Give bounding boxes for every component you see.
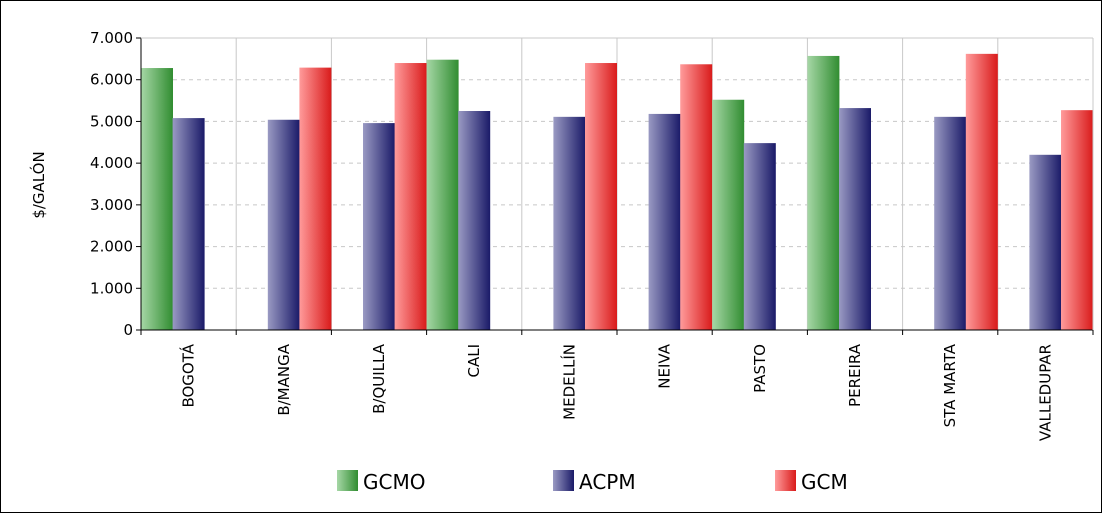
x-category-label: PASTO	[751, 344, 769, 393]
bar-gcm-8	[965, 53, 998, 330]
y-tick-labels: 0 1.000 2.000 3.000 4.000 5.000 6.000 7.000	[90, 29, 133, 339]
x-category-label: B/QUILLA	[370, 343, 388, 414]
y-axis-label: $/GALÓN	[29, 151, 48, 218]
bar-gcm-9	[1061, 110, 1093, 330]
x-category-label: PEREIRA	[846, 343, 864, 407]
bar-gcmo-7	[807, 55, 840, 331]
x-category-label: B/MANGA	[275, 343, 293, 415]
y-tick-label: 1.000	[90, 279, 133, 297]
bar-acpm-8	[934, 116, 967, 330]
x-category-label: STA MARTA	[941, 343, 959, 427]
bar-acpm-3	[458, 111, 491, 330]
x-category-label: BOGOTÁ	[179, 343, 198, 407]
x-category-label: VALLEDUPAR	[1036, 344, 1054, 441]
x-category-label: MEDELLÍN	[559, 344, 578, 420]
y-tick-label: 6.000	[90, 71, 133, 89]
bar-acpm-1	[267, 119, 300, 330]
legend-label-acpm: ACPM	[579, 470, 636, 494]
y-tick-label: 5.000	[90, 112, 133, 130]
x-category-label: CALI	[465, 344, 483, 378]
bar-gcm-4	[585, 63, 617, 331]
y-tick-label: 4.000	[90, 154, 133, 172]
bar-acpm-5	[648, 113, 681, 330]
bar-acpm-6	[743, 143, 776, 330]
bar-acpm-2	[363, 123, 395, 331]
bar-gcm-2	[394, 63, 427, 331]
y-tick-label: 2.000	[90, 238, 133, 256]
x-category-label: NEIVA	[656, 343, 674, 388]
bar-gcmo-0	[141, 68, 173, 330]
bar-acpm-0	[172, 118, 205, 330]
legend-swatch-acpm	[553, 470, 574, 491]
legend-swatch-gcmo	[337, 470, 358, 491]
bars	[141, 53, 1093, 331]
legend-swatch-gcm	[775, 470, 796, 491]
bar-gcm-5	[680, 64, 713, 330]
x-category-labels: BOGOTÁ B/MANGA B/QUILLA CALI MEDELLÍN NEIVA PA…	[179, 343, 1055, 441]
bar-gcmo-3	[426, 59, 459, 330]
y-tick-label: 0	[123, 321, 133, 339]
bar-acpm-4	[553, 116, 586, 330]
axes	[136, 37, 1094, 335]
y-tick-label: 3.000	[90, 196, 133, 214]
bar-acpm-7	[839, 108, 871, 330]
bar-gcmo-6	[712, 99, 745, 330]
bar-gcm-1	[299, 67, 332, 331]
legend: GCMO ACPM GCM	[337, 470, 848, 494]
y-tick-label: 7.000	[90, 29, 133, 47]
bar-acpm-9	[1029, 154, 1062, 330]
legend-label-gcm: GCM	[801, 470, 848, 494]
legend-label-gcmo: GCMO	[363, 470, 425, 494]
